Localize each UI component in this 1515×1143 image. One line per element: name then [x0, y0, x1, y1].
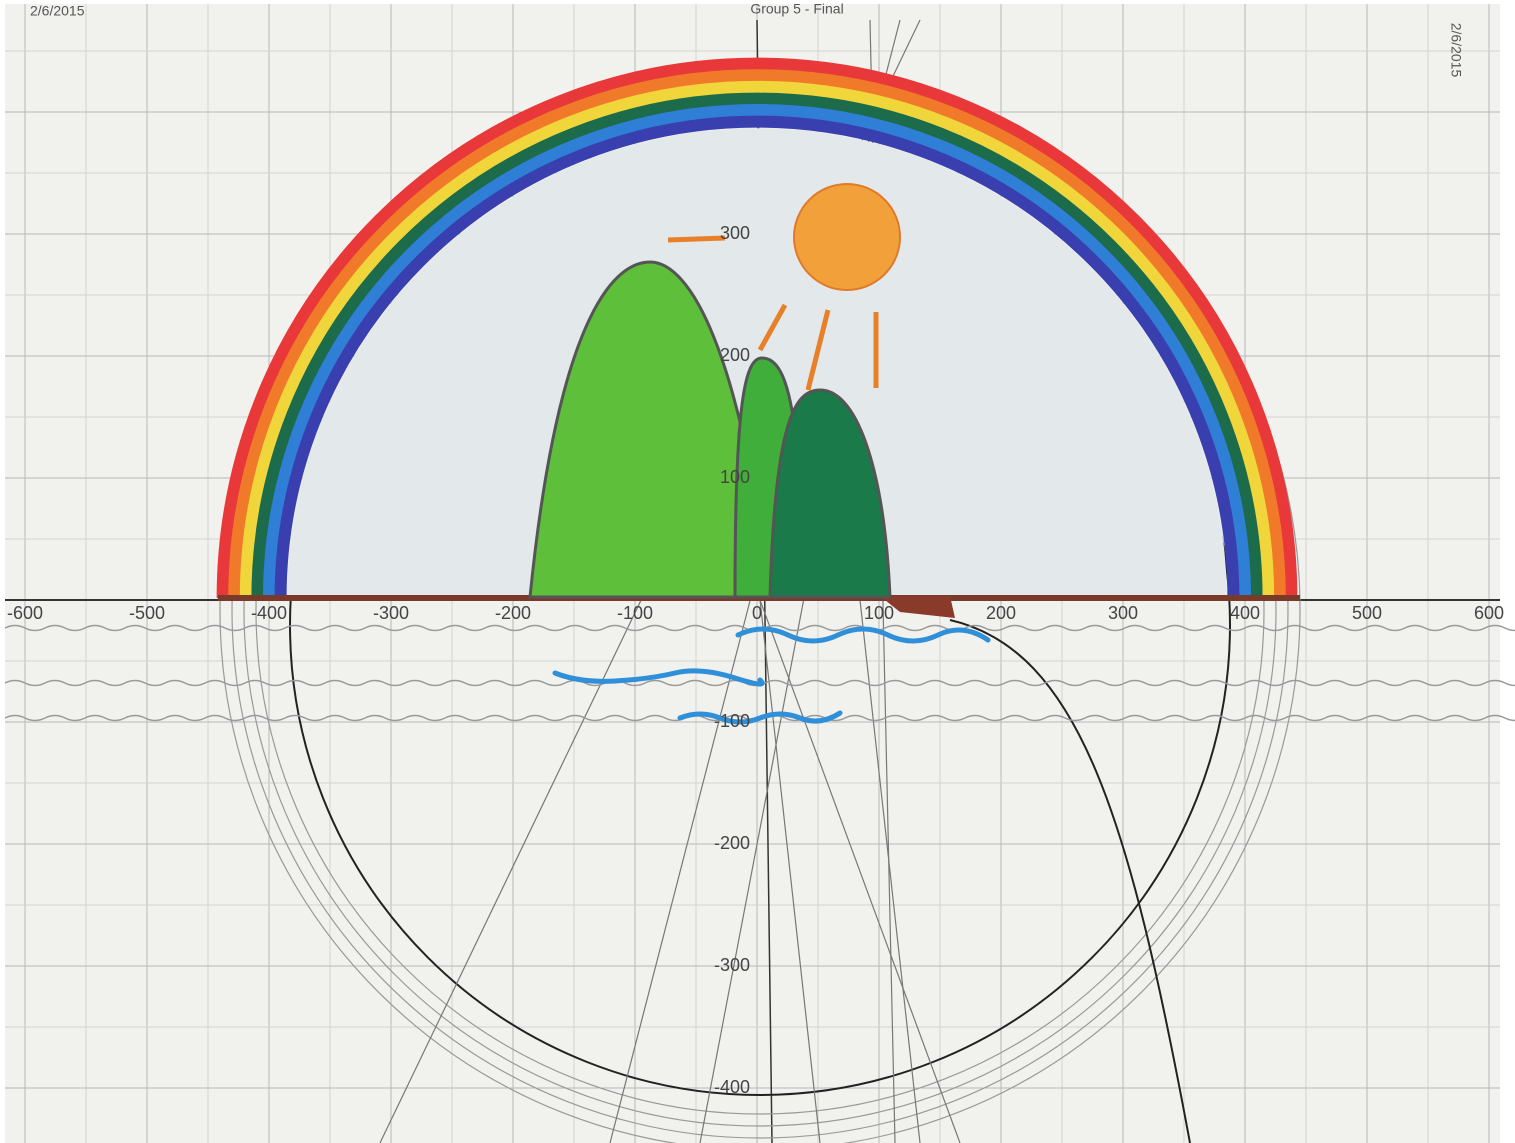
rainbow-band — [263, 104, 1251, 599]
sun — [793, 183, 901, 291]
x-label: -100 — [617, 603, 653, 623]
x-label: -600 — [7, 603, 43, 623]
y-label: -200 — [714, 833, 750, 853]
construction-line — [859, 599, 921, 1143]
x-label: 300 — [1108, 603, 1138, 623]
rainbow-band — [228, 69, 1286, 599]
wave-line — [4, 679, 1515, 687]
y-label: 200 — [720, 345, 750, 365]
curve — [949, 619, 1191, 1143]
x-label: 100 — [864, 603, 894, 623]
mountain — [768, 388, 892, 599]
water — [735, 626, 991, 644]
drawing — [216, 57, 1300, 725]
axis-labels: -600 -500 -400 -300 -200 -100 0 100 200 300 400 500… — [7, 223, 1504, 1097]
y-label: -100 — [714, 711, 750, 731]
construction-line — [759, 599, 821, 1143]
sun-ray — [757, 303, 788, 352]
y-label: -400 — [714, 1077, 750, 1097]
x-label: 500 — [1352, 603, 1382, 623]
x-label: -400 — [251, 603, 287, 623]
x-label: 400 — [1230, 603, 1260, 623]
ground-patch — [880, 596, 955, 618]
water — [552, 668, 765, 687]
x-label: -300 — [373, 603, 409, 623]
x-label: 0 — [752, 603, 762, 623]
water — [677, 710, 843, 725]
sun-ray — [667, 235, 726, 243]
construction-line — [759, 599, 961, 1143]
x-label: -200 — [495, 603, 531, 623]
x-label: -500 — [129, 603, 165, 623]
rainbow-band — [251, 92, 1263, 599]
sun-ray — [805, 309, 831, 391]
date-left: 2/6/2015 — [30, 3, 85, 19]
rainbow-band — [239, 80, 1275, 599]
rainbow-band — [216, 57, 1298, 599]
x-label: 200 — [986, 603, 1016, 623]
x-label: 600 — [1474, 603, 1504, 623]
rainbow-band — [274, 115, 1240, 599]
title: Group 5 - Final — [750, 1, 843, 17]
y-label: -300 — [714, 955, 750, 975]
y-label: 300 — [720, 223, 750, 243]
y-label: 100 — [720, 467, 750, 487]
date-right: 2/6/2015 — [1448, 23, 1464, 78]
